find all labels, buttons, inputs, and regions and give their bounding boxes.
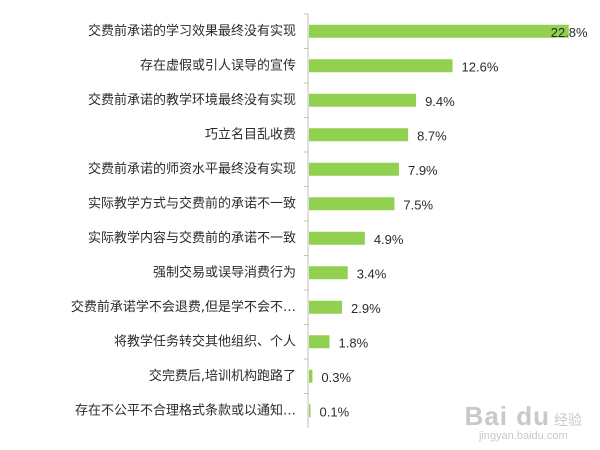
- bar: [309, 335, 330, 349]
- value-label: 9.4%: [425, 94, 455, 109]
- category-label: 交费前承诺的师资水平最终没有实现: [88, 161, 296, 177]
- bar: [309, 266, 348, 280]
- category-label: 巧立名目乱收费: [205, 126, 296, 142]
- category-label: 强制交易或误导消费行为: [153, 264, 296, 280]
- bar: [309, 128, 409, 142]
- value-label: 0.1%: [320, 404, 350, 419]
- value-label: 7.9%: [408, 163, 438, 178]
- value-label: 0.3%: [321, 370, 351, 385]
- value-label: 2.9%: [351, 301, 381, 316]
- bar: [309, 404, 311, 418]
- category-label: 实际教学内容与交费前的承诺不一致: [88, 230, 296, 246]
- value-label: 8.7%: [417, 128, 447, 143]
- category-label: 存在虚假或引人误导的宣传: [140, 57, 296, 73]
- watermark-logo: Bai du: [464, 401, 550, 431]
- category-label: 将教学任务转交其他组织、个人: [114, 333, 296, 349]
- value-label: 22.8%: [551, 25, 588, 40]
- value-label: 1.8%: [339, 335, 369, 350]
- category-label: 交费前承诺的学习效果最终没有实现: [88, 23, 296, 39]
- value-label: 7.5%: [403, 197, 433, 212]
- category-label: 存在不公平不合理格式条款或以通知…: [75, 402, 296, 418]
- bar: [309, 24, 569, 38]
- category-label: 交完费后,培训机构跑路了: [149, 368, 296, 384]
- value-label: 4.9%: [374, 232, 404, 247]
- watermark-sub: 经验: [554, 412, 582, 428]
- bar: [309, 162, 399, 176]
- category-label: 交费前承诺的教学环境最终没有实现: [88, 92, 296, 108]
- bar: [309, 197, 395, 211]
- bar: [309, 59, 453, 73]
- value-label: 12.6%: [462, 59, 499, 74]
- bar: [309, 300, 343, 314]
- bar: [309, 231, 365, 245]
- bar: [309, 93, 417, 107]
- baidu-jingyan-watermark: Bai du 经验 jingyan.baidu.com: [465, 403, 582, 442]
- category-label: 交费前承诺学不会退费,但是学不会不…: [71, 299, 296, 315]
- value-label: 3.4%: [357, 266, 387, 281]
- watermark-url: jingyan.baidu.com: [478, 430, 568, 442]
- bar: [309, 369, 313, 383]
- category-label: 实际教学方式与交费前的承诺不一致: [88, 195, 296, 211]
